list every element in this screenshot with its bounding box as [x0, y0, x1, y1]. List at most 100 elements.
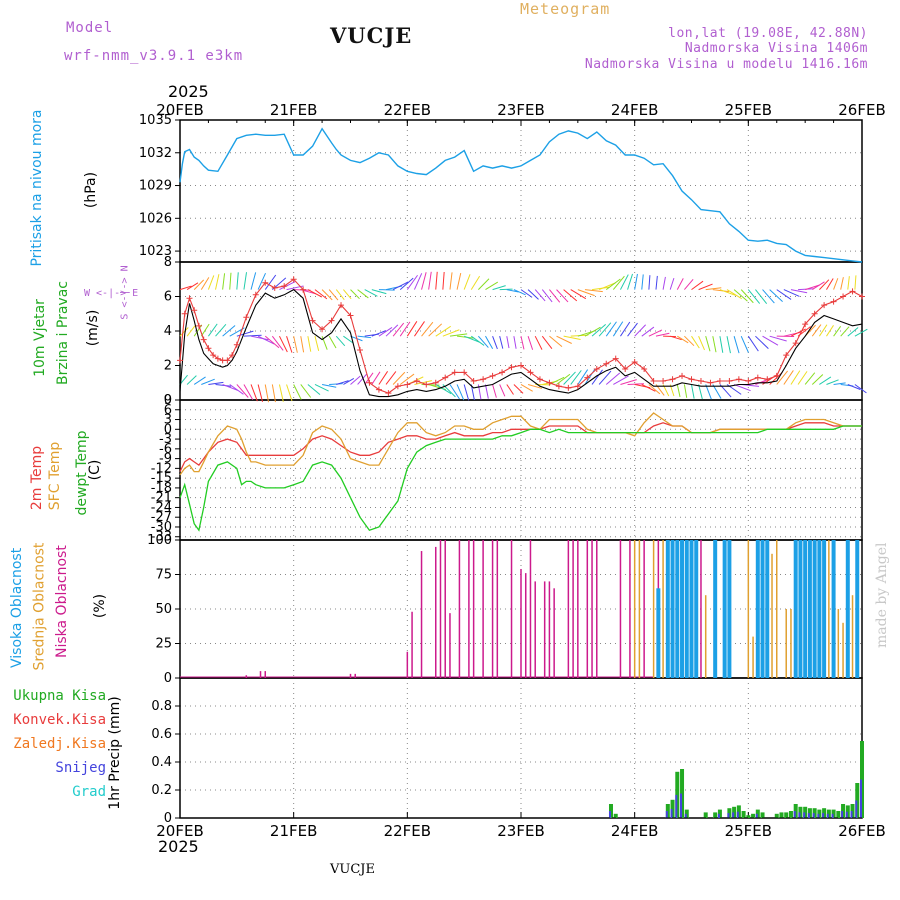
wind-speed-marker	[210, 352, 217, 359]
wind-arrow	[527, 289, 539, 300]
wind-arrow	[186, 325, 196, 337]
wind-arrow	[286, 384, 293, 402]
wind-arrow	[385, 371, 397, 385]
wind-arrow	[470, 335, 485, 346]
precip-bar	[836, 811, 841, 818]
wind-arrow	[740, 289, 754, 304]
wind-arrow	[641, 274, 644, 290]
y-tick-label: 1029	[139, 179, 172, 194]
cloud-bar	[665, 540, 670, 678]
wind-arrow	[200, 323, 210, 337]
wind-arrow	[783, 370, 794, 385]
wind-arrow	[428, 271, 432, 290]
wind-arrow	[449, 333, 468, 337]
wind-arrow	[506, 289, 519, 293]
pressure-line	[179, 127, 863, 263]
precip-snow-bar	[850, 811, 853, 818]
wind-speed-marker	[385, 390, 392, 397]
wind-speed-marker	[859, 293, 865, 300]
wind-arrow	[236, 272, 239, 290]
y-tick-label: 9	[164, 393, 172, 408]
precip-snow-bar	[831, 813, 834, 818]
y-tick-label: 25	[155, 637, 172, 652]
wind-speed-marker	[527, 369, 534, 376]
year-bottom: 2025	[158, 837, 199, 856]
cloud-bar	[543, 581, 546, 678]
y-tick-label: 2	[164, 359, 172, 374]
date-label-top: 22FEB	[384, 101, 431, 119]
wind-arrow	[229, 384, 244, 395]
wind-speed-marker	[413, 378, 420, 385]
temp-sfc-line	[179, 412, 862, 476]
wind-arrow	[193, 376, 206, 385]
wind-arrow	[399, 321, 411, 337]
precip-bar	[760, 812, 765, 818]
wind-arrow	[612, 321, 624, 337]
wind-arrow	[563, 289, 578, 302]
wind-arrow	[478, 278, 490, 290]
wind-arrow	[655, 332, 670, 337]
y-tick-label: 4	[164, 324, 172, 339]
date-label-bottom: 26FEB	[838, 822, 885, 840]
precip-snow-bar	[717, 813, 720, 818]
wind-arrow	[556, 289, 569, 303]
cloud-bar	[652, 540, 655, 678]
wind-arrow	[812, 281, 825, 291]
wind-arrow	[463, 335, 480, 343]
wind-arrow	[811, 374, 824, 385]
wind-arrow	[264, 335, 280, 349]
wind-arrow	[293, 336, 298, 353]
cloud-bar	[752, 636, 754, 678]
y-tick-label: 0	[164, 671, 172, 686]
wind-speed-marker	[200, 336, 207, 343]
wind-arrow	[357, 335, 372, 339]
wind-arrow	[577, 369, 589, 385]
date-label-top: 26FEB	[838, 101, 885, 119]
wind-speed-marker	[669, 376, 676, 383]
wind-arrow	[811, 324, 822, 337]
cloud-bar	[828, 540, 830, 678]
wind-speed-marker	[574, 383, 581, 390]
wind-speed-marker	[754, 374, 761, 381]
wind-arrow	[485, 335, 494, 349]
wind-arrow	[307, 384, 321, 395]
wind-arrow	[470, 275, 481, 290]
wind-arrow	[286, 336, 293, 353]
precip-snow-bar	[608, 811, 611, 818]
wind-arrow	[442, 329, 460, 337]
wind-arrow	[506, 384, 514, 395]
wind-speed-marker	[716, 378, 723, 385]
wind-arrow	[705, 384, 712, 400]
cloud-bar	[444, 540, 446, 678]
wind-arrow	[207, 275, 215, 290]
cloud-bar	[643, 540, 645, 678]
wind-arrow	[847, 384, 861, 390]
y-tick-label: 0.4	[151, 755, 172, 770]
y-tick-label: -6	[159, 442, 172, 457]
wind-arrow	[705, 336, 711, 352]
cloud-bar	[807, 540, 812, 678]
wind-speed-marker	[593, 365, 600, 372]
wind-speed-marker	[584, 374, 591, 381]
wind-arrow	[492, 285, 506, 291]
wind-arrow	[343, 289, 352, 300]
y-tick-label: 8	[164, 255, 172, 270]
wind-arrow	[762, 335, 779, 346]
wind-speed-marker	[461, 369, 468, 376]
wind-speed-marker	[442, 374, 449, 381]
wind-arrow	[840, 326, 850, 337]
wind-arrow	[698, 384, 703, 400]
wind-speed-marker	[821, 302, 828, 309]
compass-we: W <-|-> E	[84, 288, 139, 299]
y-tick-label: 0	[164, 422, 172, 437]
wind-arrow	[833, 382, 846, 385]
cloud-bar	[776, 540, 778, 678]
cloud-bar	[534, 581, 536, 678]
wind-arrow	[314, 289, 328, 300]
wind-arrow	[215, 323, 227, 337]
cloud-bar	[259, 671, 262, 678]
wind-speed-marker	[612, 355, 619, 362]
wind-arrow	[215, 383, 232, 387]
wind-arrow	[549, 289, 561, 303]
y-tick-label: 6	[164, 403, 172, 418]
